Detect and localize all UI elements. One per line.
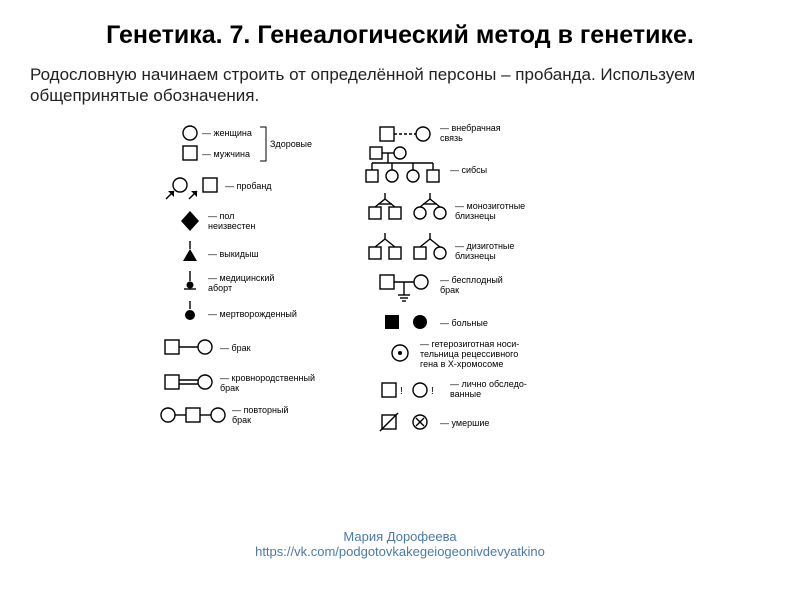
repeated-marriage-icon [161, 408, 225, 422]
extramarital-icon [380, 127, 430, 141]
label-healthy: Здоровые [270, 139, 312, 149]
credit-name: Мария Дорофеева [343, 529, 456, 544]
label-sex-unknown2: неизвестен [208, 221, 255, 231]
label-examined1: — лично обследо- [450, 379, 527, 389]
label-repeated2: брак [232, 415, 251, 425]
label-hetero3: гена в X-хромосоме [420, 359, 503, 369]
label-examined2: ванные [450, 389, 481, 399]
label-extramarital2: связь [440, 133, 463, 143]
label-consang1: — кровнородственный [220, 373, 315, 383]
label-hetero1: — гетерозиготная носи- [420, 339, 519, 349]
label-dizy1: — дизиготные [455, 241, 514, 251]
miscarriage-icon [183, 249, 197, 261]
label-woman: — женщина [202, 128, 252, 138]
infertile-icon [380, 275, 428, 301]
credit-link[interactable]: https://vk.com/podgotovkakegeiogeonivdev… [255, 544, 545, 559]
label-deceased: — умершие [440, 418, 489, 428]
examined-icon: ! ! [382, 383, 434, 397]
label-abortion2: аборт [208, 283, 232, 293]
sex-unknown-icon [181, 211, 199, 231]
label-man: — мужчина [202, 149, 250, 159]
proband-icon [166, 178, 217, 199]
intro-text: Родословную начинаем строить от определё… [30, 64, 770, 107]
label-stillborn: — мертворожденный [208, 309, 297, 319]
label-infertile2: брак [440, 285, 459, 295]
label-dizy2: близнецы [455, 251, 496, 261]
sibs-icon [366, 147, 439, 182]
label-repeated1: — повторный [232, 405, 288, 415]
credit-block: Мария Дорофеева https://vk.com/podgotovk… [30, 529, 770, 559]
svg-text:!: ! [400, 386, 403, 397]
female-icon [183, 126, 197, 140]
label-marriage: — брак [220, 343, 251, 353]
label-sibs: — сибсы [450, 165, 487, 175]
label-mono1: — монозиготные [455, 201, 525, 211]
hetero-carrier-icon [392, 345, 408, 361]
label-miscarriage: — выкидыш [208, 249, 259, 259]
deceased-icon [380, 413, 427, 431]
stillborn-icon [185, 310, 195, 320]
label-abortion1: — медицинский [208, 273, 274, 283]
label-proband: — пробанд [225, 181, 272, 191]
mono-twins-icon [369, 193, 446, 219]
abortion-icon [187, 281, 194, 288]
affected-icon [385, 315, 427, 329]
marriage-icon [165, 340, 212, 354]
dizy-twins-icon [369, 233, 446, 259]
label-consang2: брак [220, 383, 239, 393]
label-mono2: близнецы [455, 211, 496, 221]
svg-text:!: ! [431, 386, 434, 397]
label-extramarital1: — внебрачная [440, 123, 501, 133]
page-title: Генетика. 7. Генеалогический метод в ген… [30, 20, 770, 50]
legend-diagram: — женщина — мужчина Здоровые — пробанд —… [30, 115, 770, 535]
consang-marriage-icon [165, 375, 212, 389]
label-sex-unknown1: — пол [208, 211, 234, 221]
label-hetero2: тельница рецессивного [420, 349, 518, 359]
label-affected: — больные [440, 318, 488, 328]
male-icon [183, 146, 197, 160]
label-infertile1: — бесплодный [440, 275, 503, 285]
